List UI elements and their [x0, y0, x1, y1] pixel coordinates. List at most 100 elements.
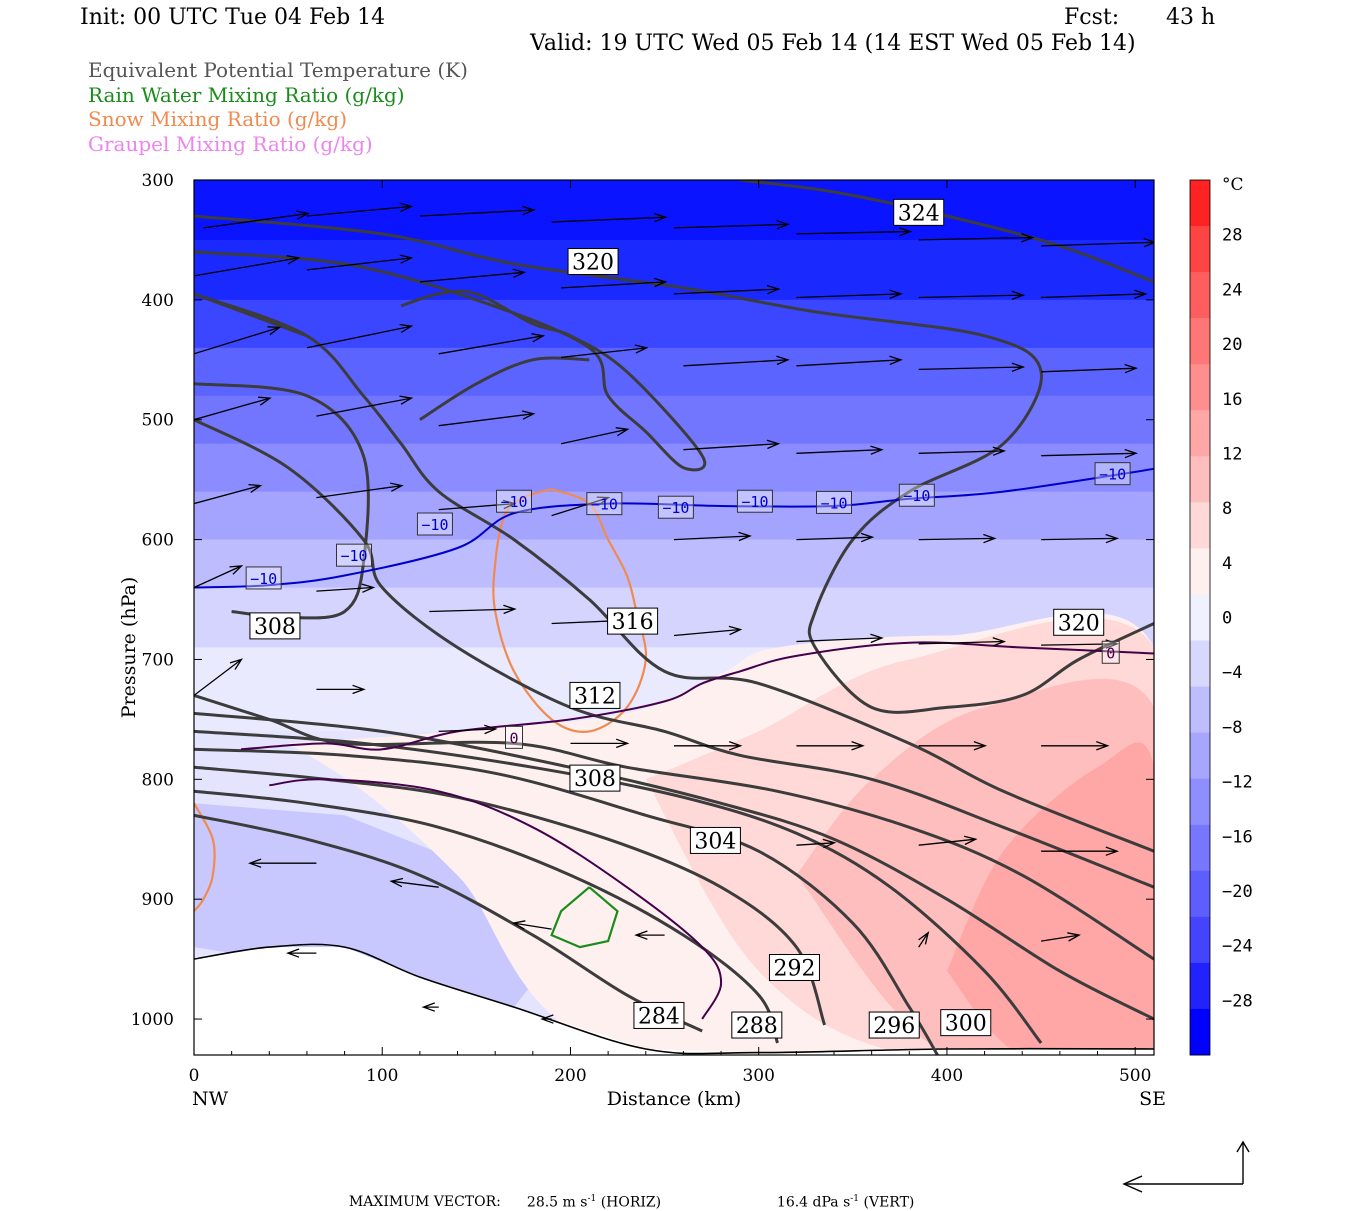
wind-vector	[561, 277, 668, 289]
wind-vector	[796, 740, 865, 751]
isotherm-label-box	[245, 566, 282, 590]
theta-e-label-box	[249, 612, 301, 640]
theta-e-label: 284	[638, 1004, 680, 1029]
below-ground	[194, 947, 1154, 1055]
wind-vector	[429, 604, 517, 615]
theta-e-label: 288	[736, 1014, 778, 1039]
wind-vector	[560, 427, 630, 445]
colorbar-label: 28	[1222, 226, 1242, 246]
theta-e-label: 312	[574, 684, 616, 709]
colorbar-label: 4	[1222, 554, 1232, 574]
theta-e-label-box	[569, 681, 621, 709]
wind-vector	[248, 858, 317, 868]
snow-contour	[492, 488, 648, 733]
wind-vector	[306, 323, 414, 349]
wind-vector	[389, 877, 439, 888]
wind-vector	[673, 531, 752, 542]
colorbar-swatch	[1190, 226, 1210, 273]
isotherm-label: −10	[1099, 466, 1126, 484]
theta-e-contour	[419, 356, 590, 421]
snow-contour	[194, 802, 216, 912]
wind-vector	[918, 533, 997, 544]
forecast-label: Fcst:	[1064, 5, 1120, 30]
wind-vector	[419, 268, 527, 283]
colorbar-swatch	[1190, 640, 1210, 688]
x-left-end-label: NW	[192, 1088, 229, 1110]
wind-vector	[316, 395, 414, 417]
isotherm-label: 0	[509, 729, 518, 747]
theta-e-label-box	[731, 1011, 783, 1039]
max-vector-vert-value: 16.4	[776, 1194, 809, 1211]
wind-vector	[316, 482, 404, 499]
plot-area: −10 −10 −10 −10 −10 −10 −10 −10 −10 −10 0 0 284 288 29…	[194, 180, 1154, 1055]
colorbar-swatch	[1190, 732, 1210, 780]
colorbar-swatch	[1190, 916, 1210, 964]
wind-vector	[438, 499, 517, 511]
isotherm-label-box	[898, 483, 935, 507]
theta-e-contour	[194, 747, 939, 1055]
isotherm-label: −10	[662, 499, 689, 517]
theta-e-label: 304	[694, 829, 736, 854]
wind-vector	[918, 740, 988, 751]
wind-vector	[683, 439, 781, 451]
theta-e-label-box	[868, 1011, 920, 1039]
wind-vector	[194, 255, 301, 277]
wind-vector	[1040, 932, 1081, 942]
colorbar-swatch	[1190, 502, 1210, 549]
colorbar-label: −28	[1222, 991, 1253, 1011]
isotherm-line	[194, 467, 1154, 589]
max-vector-vert-tag: (VERT)	[863, 1194, 915, 1211]
theta-e-label-box	[607, 607, 659, 635]
colorbar-label: 8	[1222, 499, 1232, 519]
y-tick-label: 800	[142, 770, 174, 790]
wind-vector	[438, 724, 498, 735]
isotherm-label: −10	[820, 494, 847, 512]
wind-vector	[918, 362, 1026, 373]
theta-e-contour	[194, 711, 1154, 1021]
wind-vector	[316, 583, 376, 593]
colorbar-swatch	[1190, 962, 1210, 1010]
y-tick-label: 300	[142, 171, 174, 191]
wind-vector	[918, 931, 930, 948]
wind-vector	[438, 333, 546, 355]
isotherm-label: 0	[1106, 644, 1115, 662]
colorbar-swatch	[1190, 778, 1210, 826]
x-tick-label: 200	[554, 1066, 586, 1086]
isotherm-label-box	[1101, 640, 1120, 664]
wind-vector	[796, 227, 913, 237]
max-vector-horiz-unit: m s	[562, 1194, 588, 1211]
wind-vector	[419, 205, 536, 217]
colorbar-swatch	[1190, 686, 1210, 734]
wind-vector	[306, 202, 414, 217]
wind-vector	[551, 496, 611, 517]
wind-vector	[316, 684, 366, 695]
wind-vector	[634, 930, 665, 940]
theta-e-contour	[194, 292, 1154, 853]
wind-vector	[796, 289, 903, 300]
colorbar-swatch	[1190, 364, 1210, 411]
theta-e-label-box	[1053, 608, 1105, 636]
max-vector-caption: MAXIMUM VECTOR:	[340, 1178, 501, 1210]
temperature-band	[194, 299, 1154, 349]
colorbar-swatch	[1190, 410, 1210, 457]
isotherm-label-box	[496, 489, 532, 513]
y-tick-label: 900	[142, 890, 174, 910]
theta-e-label: 320	[1058, 611, 1100, 636]
wind-vector	[796, 355, 903, 367]
wind-vector	[421, 1002, 439, 1012]
theta-e-label: 300	[945, 1012, 987, 1037]
x-tick-label: 100	[366, 1066, 398, 1086]
theta-e-label-box	[569, 764, 621, 792]
colorbar-label: 12	[1222, 444, 1242, 464]
wind-vector	[674, 740, 743, 751]
x-tick-label: 0	[189, 1066, 200, 1086]
isotherm-label-box	[816, 490, 852, 514]
wind-vector	[194, 565, 244, 589]
theta-e-contour	[194, 418, 1154, 889]
theta-e-label: 296	[873, 1014, 915, 1039]
x-axis-label: Distance (km)	[607, 1088, 742, 1110]
isotherm-label-box	[336, 543, 372, 567]
max-vector-horiz-exp: -1	[587, 1194, 597, 1204]
colorbar-label: 24	[1222, 280, 1242, 300]
